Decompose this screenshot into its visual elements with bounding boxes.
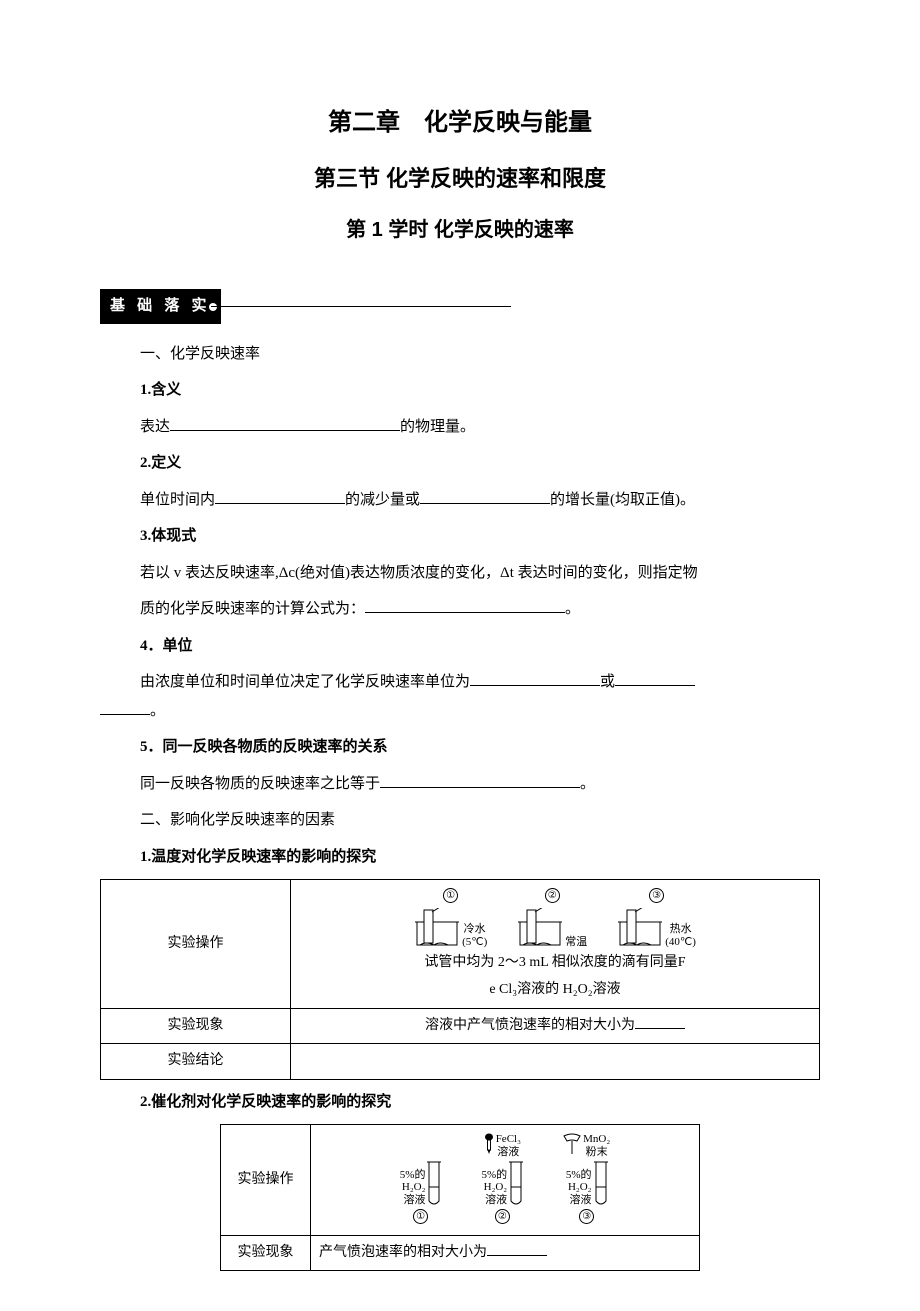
item4-line: 由浓度单位和时间单位决定了化学反映速率单位为 或 [100,668,820,697]
caption-b: e Cl₃溶液的 H₂O₂溶液 [489,982,620,997]
item3-pre: 质的化学反映速率的计算公式为： [140,601,365,617]
item3-num: 3.体现式 [140,522,820,551]
exp2-title: 2.催化剂对化学反映速率的影响的探究 [140,1088,820,1117]
tube-3: MnO₂粉末 5%的H₂O₂溶液 ③ [563,1133,610,1226]
exp2-phen-cell: 产气愤泡速率的相对大小为 [311,1235,700,1271]
exp1-phen-cell: 溶液中产气愤泡速率的相对大小为 [291,1008,820,1044]
item4-post: 。 [150,703,165,719]
item5-pre: 同一反映各物质的反映速率之比等于 [140,776,380,792]
dropper-icon [484,1133,494,1155]
item2-num: 2.定义 [140,449,820,478]
phen-text: 产气愤泡速率的相对大小为 [319,1245,487,1260]
blank [170,414,400,431]
tube-additive: FeCl₃溶液 [496,1133,521,1158]
tube-1: 5%的H₂O₂溶液 ① [400,1137,442,1227]
blank [100,698,150,715]
beaker-label: 冷水 [464,923,486,935]
blank [470,670,600,687]
blank [487,1240,547,1255]
tube-sol: 5%的H₂O₂溶液 [400,1169,428,1207]
exp2-table: 实验操作 5%的H₂O₂溶液 ① FeCl₃溶液 [220,1124,700,1271]
beaker-label: 常温 [565,936,587,948]
test-tube-icon [427,1161,441,1207]
item2-mid: 的减少量或 [345,492,420,508]
exp1-conc-cell [291,1044,820,1080]
exp1-row-phen: 实验现象 [101,1008,291,1044]
item4-mid: 或 [600,674,615,690]
part2-heading: 二、影响化学反映速率的因素 [140,806,820,835]
beaker-icon [517,908,563,948]
circle-number-icon: ③ [579,1209,594,1224]
blank [380,771,580,788]
item2-line: 单位时间内 的减少量或 的增长量(均取正值)。 [140,486,820,515]
test-tube-icon [509,1161,523,1207]
beaker-temp: (5℃) [462,936,487,948]
item5-post: 。 [580,776,595,792]
item1-post: 的物理量。 [400,419,475,435]
exp1-table: 实验操作 ① 冷水(5℃) ② 常温 [100,879,820,1079]
item1-pre: 表达 [140,419,170,435]
beaker-1: ① 冷水(5℃) [414,888,487,948]
badge-line [211,306,511,308]
tube-2: FeCl₃溶液 5%的H₂O₂溶液 ② [481,1133,523,1226]
test-tube-icon [594,1161,608,1207]
phen-text: 溶液中产气愤泡速率的相对大小为 [425,1018,635,1033]
blank [420,487,550,504]
beaker-3: ③ 热水(40℃) [617,888,696,948]
section-badge: 基 础 落 实 [100,289,820,324]
tube-sol: 5%的H₂O₂溶液 [481,1169,509,1207]
exp1-figure-cell: ① 冷水(5℃) ② 常温 ③ [291,880,820,1008]
item4-pre: 由浓度单位和时间单位决定了化学反映速率单位为 [140,674,470,690]
blank [215,487,345,504]
spatula-icon [563,1133,581,1155]
item1-line: 表达 的物理量。 [140,413,820,442]
item2-post: 的增长量(均取正值)。 [550,492,695,508]
item4-line-cont: 。 [100,697,820,726]
exp1-row-op: 实验操作 [101,880,291,1008]
section-title: 第三节 化学反映的速率和限度 [100,158,820,200]
lesson-title: 第 1 学时 化学反映的速率 [100,211,820,249]
exp2-row-op: 实验操作 [221,1125,311,1235]
blank [365,597,565,614]
circle-number-icon: ② [545,888,560,903]
circle-number-icon: ③ [649,888,664,903]
blank [635,1013,685,1028]
item3-line1: 若以 v 表达反映速率,Δc(绝对值)表达物质浓度的变化，Δt 表达时间的变化，… [140,559,820,588]
circle-number-icon: ② [495,1209,510,1224]
circle-number-icon: ① [413,1209,428,1224]
item4-num: 4．单位 [140,632,820,661]
exp1-row-conc: 实验结论 [101,1044,291,1080]
caption-a: 试管中均为 2～3 mL 相似浓度的滴有同量F [424,955,685,970]
badge-label: 基 础 落 实 [100,289,221,324]
exp2-row-phen: 实验现象 [221,1235,311,1271]
exp1-caption: 试管中均为 2～3 mL 相似浓度的滴有同量F e Cl₃溶液的 H₂O₂溶液 [295,950,815,1003]
tube-sol: 5%的H₂O₂溶液 [566,1169,594,1207]
item3-line2: 质的化学反映速率的计算公式为： 。 [140,595,820,624]
blank [615,670,695,687]
item5-line: 同一反映各物质的反映速率之比等于 。 [140,770,820,799]
beaker-temp: (40℃) [665,936,696,948]
item3-post: 。 [565,601,580,617]
exp1-title: 1.温度对化学反映速率的影响的探究 [140,843,820,872]
tube-additive: MnO₂粉末 [583,1133,610,1158]
circle-number-icon: ① [443,888,458,903]
beaker-2: ② 常温 [517,888,587,948]
chapter-title: 第二章 化学反映与能量 [100,100,820,146]
beaker-icon [617,908,663,948]
part1-heading: 一、化学反映速率 [140,340,820,369]
item5-num: 5．同一反映各物质的反映速率的关系 [140,733,820,762]
item1-num: 1.含义 [140,376,820,405]
exp2-figure-cell: 5%的H₂O₂溶液 ① FeCl₃溶液 5%的H₂O₂溶液 ② [311,1125,700,1235]
beaker-label: 热水 [670,923,692,935]
beaker-icon [414,908,460,948]
item2-pre: 单位时间内 [140,492,215,508]
